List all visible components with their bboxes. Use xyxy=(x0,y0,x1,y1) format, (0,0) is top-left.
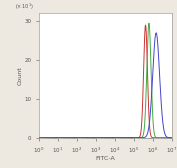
X-axis label: FITC-A: FITC-A xyxy=(95,156,115,161)
Y-axis label: Count: Count xyxy=(18,66,23,85)
Text: ($\times\,10^{1}$): ($\times\,10^{1}$) xyxy=(15,2,34,12)
